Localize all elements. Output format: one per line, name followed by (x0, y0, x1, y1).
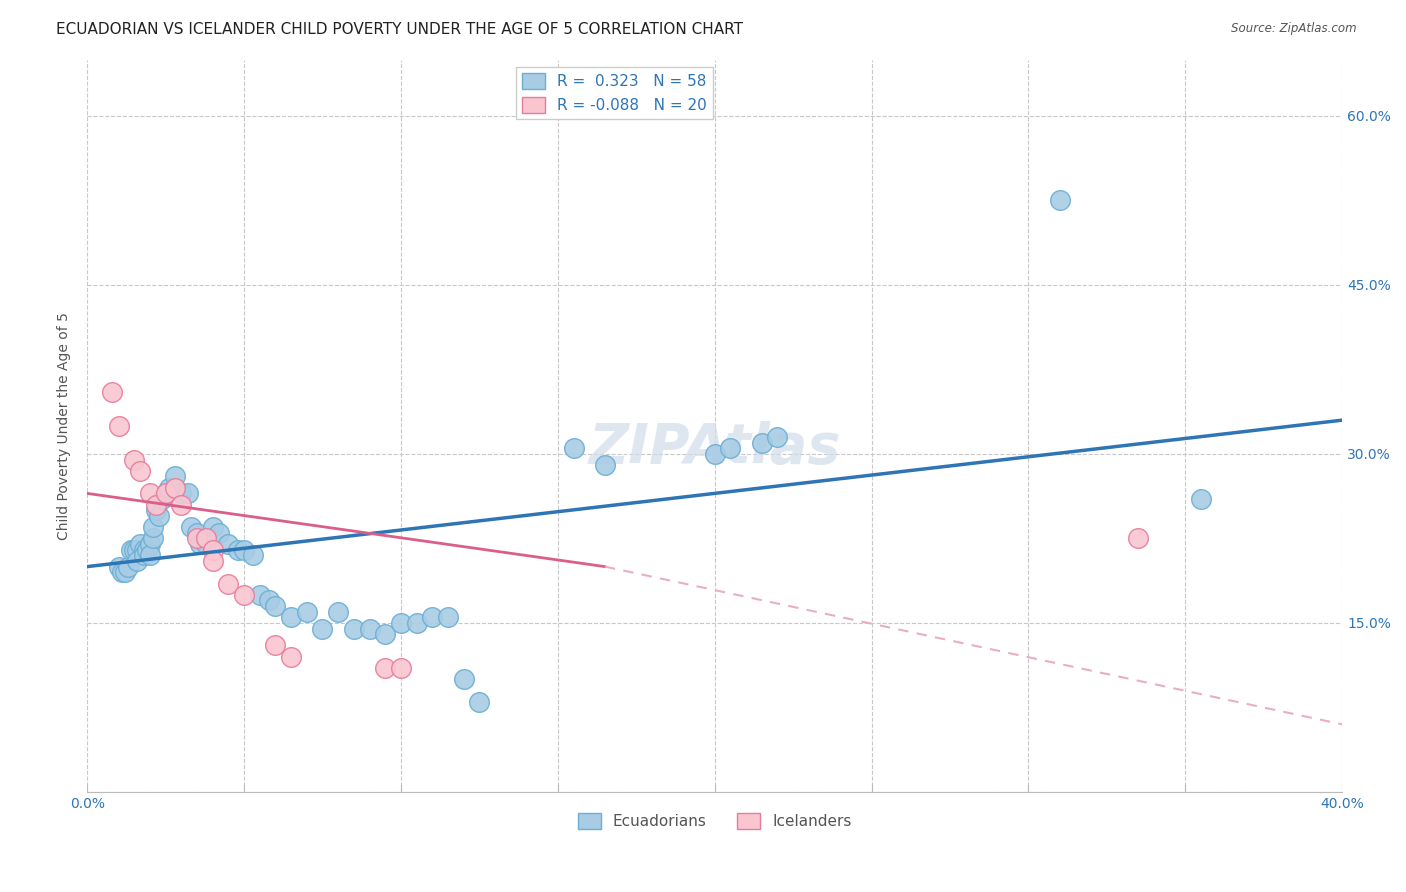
Point (170, 498, 193, 512)
Point (718, 442, 741, 456)
Point (142, 532, 165, 546)
Point (264, 599, 287, 613)
Point (233, 542, 256, 557)
Point (176, 486, 198, 500)
Point (139, 486, 162, 500)
Point (468, 695, 491, 709)
Point (111, 566, 134, 580)
Point (217, 576, 239, 591)
Point (766, 430, 789, 444)
Point (201, 542, 224, 557)
Point (1189, 491, 1212, 506)
Point (343, 622, 366, 636)
Point (249, 588, 271, 602)
Text: ECUADORIAN VS ICELANDER CHILD POVERTY UNDER THE AGE OF 5 CORRELATION CHART: ECUADORIAN VS ICELANDER CHILD POVERTY UN… (56, 22, 744, 37)
Point (129, 464, 152, 478)
Point (132, 542, 155, 557)
Point (135, 542, 157, 557)
Point (437, 610, 460, 624)
Point (180, 520, 202, 534)
Text: Source: ZipAtlas.com: Source: ZipAtlas.com (1232, 22, 1357, 36)
Point (374, 661, 396, 675)
Point (405, 615, 427, 630)
Point (145, 503, 167, 517)
Point (389, 661, 412, 675)
Point (264, 639, 287, 653)
Point (107, 559, 129, 574)
Point (120, 542, 142, 557)
Point (226, 542, 249, 557)
Point (562, 442, 585, 456)
Point (280, 610, 302, 624)
Point (170, 486, 193, 500)
Point (217, 537, 239, 551)
Point (163, 469, 186, 483)
Point (127, 542, 149, 557)
Point (107, 418, 129, 433)
Point (242, 549, 264, 563)
Point (127, 554, 149, 568)
Point (751, 435, 773, 450)
Point (593, 458, 616, 473)
Text: ZIPAtlas: ZIPAtlas (589, 421, 841, 475)
Point (186, 525, 208, 540)
Point (152, 491, 174, 506)
Point (208, 525, 231, 540)
Point (122, 542, 145, 557)
Point (148, 508, 170, 523)
Point (129, 537, 152, 551)
Point (155, 486, 177, 500)
Point (359, 622, 381, 636)
Point (122, 452, 145, 467)
Point (201, 554, 224, 568)
Point (186, 532, 208, 546)
Point (163, 481, 186, 495)
Point (1128, 532, 1150, 546)
Point (142, 520, 165, 534)
Point (155, 486, 177, 500)
Point (1049, 194, 1071, 208)
Y-axis label: Child Poverty Under the Age of 5: Child Poverty Under the Age of 5 (58, 312, 72, 540)
Point (114, 566, 136, 580)
Point (195, 532, 218, 546)
Point (389, 615, 412, 630)
Point (453, 673, 475, 687)
Point (295, 605, 318, 619)
Point (328, 605, 350, 619)
Point (101, 384, 124, 399)
Point (374, 627, 396, 641)
Point (117, 559, 139, 574)
Point (703, 447, 725, 461)
Point (132, 549, 155, 563)
Point (311, 622, 333, 636)
Point (145, 498, 167, 512)
Point (188, 537, 211, 551)
Point (280, 649, 302, 664)
Point (139, 549, 162, 563)
Legend: Ecuadorians, Icelanders: Ecuadorians, Icelanders (572, 807, 858, 836)
Point (195, 537, 218, 551)
Point (420, 610, 443, 624)
Point (257, 593, 280, 607)
Point (157, 481, 180, 495)
Point (139, 537, 162, 551)
Point (233, 588, 256, 602)
Point (201, 520, 224, 534)
